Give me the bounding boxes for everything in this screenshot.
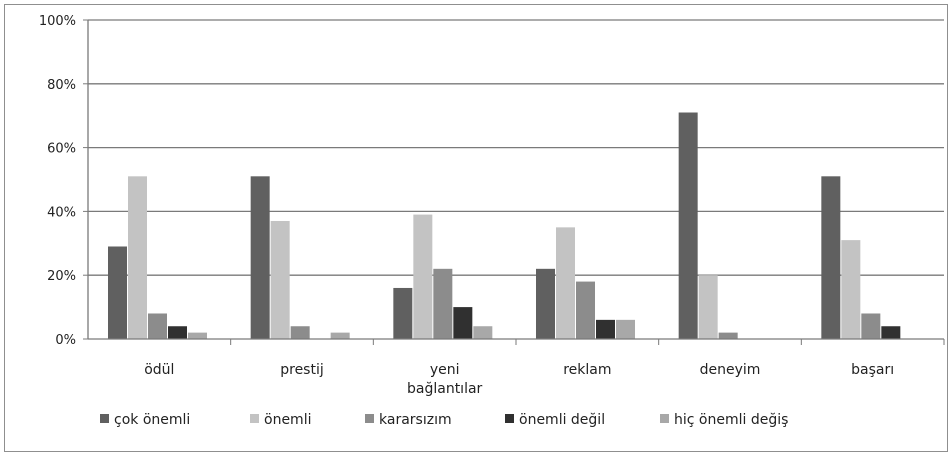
bar (250, 176, 270, 339)
bar (290, 326, 310, 339)
x-tick-label: yeni bağlantılar (407, 362, 483, 397)
y-tick-label: 80% (47, 78, 76, 93)
bar (678, 112, 698, 339)
bar (861, 313, 881, 339)
bar (536, 268, 555, 339)
x-tick-label: ödül (144, 362, 174, 378)
bar (821, 176, 841, 339)
legend-swatch (250, 414, 259, 423)
bar (473, 326, 493, 339)
bar (413, 214, 433, 339)
x-tick-label: reklam (563, 362, 611, 378)
bar (128, 176, 147, 339)
legend-swatch (100, 414, 109, 423)
bar (433, 268, 453, 339)
chart-frame (4, 4, 948, 452)
bar (698, 275, 718, 339)
x-tick-label: prestij (280, 362, 324, 378)
legend-label: çok önemli (114, 412, 190, 428)
legend-label: kararsızım (379, 412, 452, 428)
bar (576, 281, 595, 339)
bar (718, 332, 738, 339)
bar (841, 240, 861, 339)
legend: çok önemli önemli kararsızım önemli değil hi… (100, 412, 788, 428)
bar (556, 227, 575, 339)
gridlines (88, 19, 944, 276)
legend-swatch (660, 414, 669, 423)
bar (393, 287, 413, 339)
y-tick-label: 40% (47, 205, 76, 220)
y-tick-label: 20% (47, 269, 76, 284)
legend-swatch (505, 414, 514, 423)
bar (616, 319, 635, 339)
legend-label: önemli değil (519, 412, 605, 428)
bar (453, 307, 473, 339)
y-tick-label: 60% (47, 142, 76, 157)
x-tick-label: deneyim (700, 362, 761, 378)
bar (330, 332, 350, 339)
bar (596, 319, 615, 339)
bar (148, 313, 167, 339)
bar (270, 220, 290, 339)
legend-swatch (365, 414, 374, 423)
x-axis: ödül prestij yeni bağlantılar reklam deneyim b… (88, 338, 945, 397)
bar (881, 326, 901, 339)
legend-label: hiç önemli değiş (674, 412, 788, 428)
bar (188, 332, 207, 339)
y-axis: 0% 20% 40% 60% 80% 100% (39, 14, 89, 348)
bar (168, 326, 187, 339)
x-tick-label: başarı (851, 362, 894, 378)
y-tick-label: 100% (39, 14, 76, 29)
bar (108, 246, 127, 339)
y-tick-label: 0% (55, 333, 76, 348)
bars (108, 112, 901, 339)
legend-label: önemli (264, 412, 311, 428)
